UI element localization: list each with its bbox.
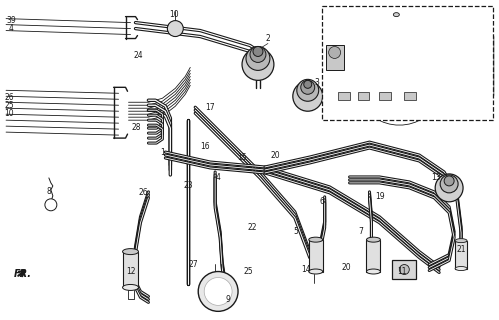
Text: 28: 28 (132, 123, 141, 132)
Text: 20: 20 (270, 150, 280, 160)
Text: 8: 8 (46, 188, 51, 196)
Ellipse shape (366, 237, 380, 242)
Text: 6: 6 (319, 197, 324, 206)
Text: 13: 13 (431, 173, 441, 182)
Text: 9: 9 (226, 295, 231, 304)
Text: 20: 20 (342, 263, 351, 272)
Ellipse shape (455, 239, 467, 243)
Ellipse shape (455, 267, 467, 270)
Ellipse shape (309, 269, 323, 274)
Bar (322, 6, 493, 120)
Text: 22: 22 (247, 223, 257, 232)
Ellipse shape (123, 284, 139, 291)
Text: 7: 7 (358, 227, 363, 236)
Bar (309, 240, 323, 271)
Circle shape (242, 49, 274, 80)
Text: FR.: FR. (14, 268, 32, 278)
Text: 12: 12 (126, 267, 135, 276)
Circle shape (301, 80, 315, 94)
Bar (123, 252, 139, 287)
Bar (455, 241, 467, 268)
Circle shape (444, 176, 454, 186)
Text: 11: 11 (398, 267, 407, 276)
Circle shape (304, 80, 312, 88)
Circle shape (329, 46, 341, 59)
Circle shape (167, 20, 183, 36)
Bar (338, 92, 350, 100)
Text: 10: 10 (170, 10, 179, 19)
Bar (379, 92, 391, 100)
Text: 5: 5 (293, 227, 298, 236)
Text: 16: 16 (201, 141, 210, 151)
Text: 26: 26 (4, 93, 14, 102)
Circle shape (45, 199, 57, 211)
Text: 25: 25 (4, 101, 14, 110)
Circle shape (198, 271, 238, 311)
Text: 23: 23 (184, 181, 193, 190)
Text: 4: 4 (8, 24, 13, 33)
Text: 3: 3 (314, 78, 319, 87)
Ellipse shape (366, 269, 380, 274)
Text: 18: 18 (484, 86, 494, 95)
Text: 21: 21 (456, 245, 466, 254)
Bar (366, 240, 380, 271)
Circle shape (246, 46, 270, 70)
Circle shape (440, 175, 458, 193)
Text: 1: 1 (160, 148, 165, 156)
Text: 19: 19 (376, 192, 385, 201)
Circle shape (293, 81, 323, 111)
Text: 24: 24 (134, 51, 143, 60)
Circle shape (399, 265, 409, 275)
Ellipse shape (309, 237, 323, 242)
Ellipse shape (123, 249, 139, 255)
Text: 17: 17 (206, 103, 215, 112)
Text: 15: 15 (237, 153, 247, 162)
Bar (357, 92, 369, 100)
Text: 39: 39 (6, 16, 16, 25)
Circle shape (204, 277, 232, 305)
Text: 25: 25 (243, 267, 253, 276)
Text: 27: 27 (189, 260, 198, 269)
Ellipse shape (393, 13, 399, 17)
Bar (392, 260, 416, 279)
Text: 26: 26 (139, 188, 148, 197)
Text: 14: 14 (301, 265, 310, 274)
Circle shape (297, 79, 319, 101)
Bar (404, 92, 416, 100)
Bar (326, 45, 344, 70)
Circle shape (435, 174, 463, 202)
Circle shape (253, 46, 263, 56)
Circle shape (250, 46, 266, 62)
Text: 2: 2 (265, 34, 270, 43)
Text: 10: 10 (4, 109, 14, 118)
Text: 4: 4 (216, 173, 221, 182)
